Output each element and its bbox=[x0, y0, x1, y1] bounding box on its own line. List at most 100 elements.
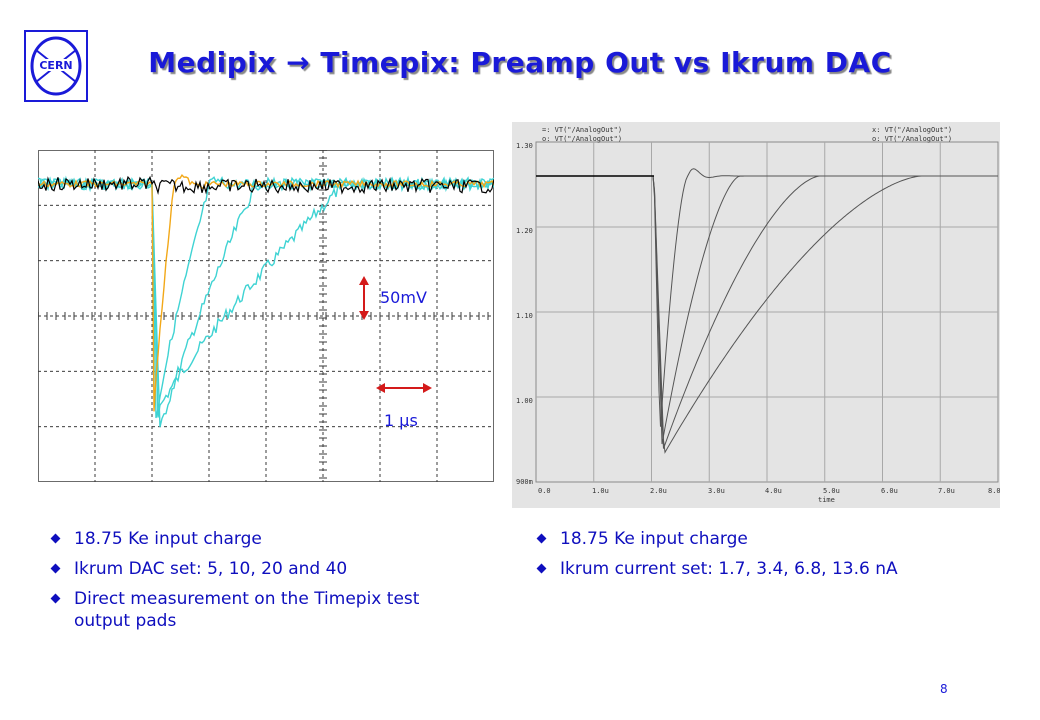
scope-grid-dash bbox=[379, 156, 381, 159]
scope-grid-dash bbox=[94, 456, 96, 459]
scope-grid-dash bbox=[236, 204, 239, 206]
scope-grid-dash bbox=[314, 315, 317, 317]
scope-grid-dash bbox=[368, 426, 371, 428]
scope-grid-dash bbox=[322, 336, 324, 339]
scope-grid-dash bbox=[379, 294, 381, 297]
scope-grid-dash bbox=[68, 260, 71, 262]
scope-grid-dash bbox=[436, 294, 438, 297]
scope-grid-dash bbox=[488, 260, 491, 262]
scope-grid-dash bbox=[151, 276, 153, 279]
scope-grid-dash bbox=[470, 204, 473, 206]
diamond-bullet-icon bbox=[536, 533, 547, 544]
scope-grid-dash bbox=[284, 315, 287, 317]
scope-grid-dash bbox=[379, 450, 381, 453]
scope-grid-dash bbox=[208, 150, 210, 153]
scope-grid-dash bbox=[94, 474, 96, 477]
scope-grid-dash bbox=[379, 240, 381, 243]
bullet-item: 18.75 Ke input charge bbox=[38, 528, 478, 550]
scope-grid-dash bbox=[94, 294, 96, 297]
scope-grid-dash bbox=[140, 260, 143, 262]
scope-grid-dash bbox=[152, 204, 155, 206]
scope-grid-dash bbox=[98, 426, 101, 428]
scope-grid-dash bbox=[151, 396, 153, 399]
scope-grid-dash bbox=[208, 270, 210, 273]
scope-grid-dash bbox=[200, 370, 203, 372]
scope-grid-dash bbox=[242, 260, 245, 262]
scope-grid-dash bbox=[224, 204, 227, 206]
scope-grid-dash bbox=[379, 234, 381, 237]
scope-grid-dash bbox=[194, 204, 197, 206]
scope-grid-dash bbox=[208, 468, 210, 471]
scope-grid-dash bbox=[416, 315, 419, 317]
scope-grid-dash bbox=[92, 370, 95, 372]
scope-grid-dash bbox=[158, 315, 161, 317]
scope-grid-dash bbox=[151, 348, 153, 351]
scope-grid-dash bbox=[379, 192, 381, 195]
scope-grid-dash bbox=[152, 426, 155, 428]
scope-grid-dash bbox=[436, 258, 438, 261]
scope-grid-dash bbox=[436, 444, 438, 447]
sim-x-tick: 7.0u bbox=[938, 487, 955, 495]
scope-grid-dash bbox=[436, 378, 438, 381]
scope-grid-dash bbox=[265, 294, 267, 297]
scope-grid-dash bbox=[208, 444, 210, 447]
scope-grid-dash bbox=[208, 378, 210, 381]
scope-grid-dash bbox=[322, 192, 324, 195]
scope-grid-dash bbox=[265, 396, 267, 399]
scope-grid-dash bbox=[151, 438, 153, 441]
scope-grid-dash bbox=[50, 204, 53, 206]
scope-grid-dash bbox=[308, 204, 311, 206]
scope-grid-dash bbox=[94, 378, 96, 381]
scope-grid-dash bbox=[320, 370, 323, 372]
scope-grid-dash bbox=[322, 354, 324, 357]
scope-grid-dash bbox=[116, 426, 119, 428]
scope-grid-dash bbox=[116, 260, 119, 262]
scope-grid-dash bbox=[265, 468, 267, 471]
scope-grid-dash bbox=[182, 260, 185, 262]
scope-grid-dash bbox=[379, 168, 381, 171]
scope-grid-dash bbox=[392, 204, 395, 206]
scope-grid-dash bbox=[212, 315, 215, 317]
scope-grid-dash bbox=[470, 370, 473, 372]
scope-grid-dash bbox=[266, 204, 269, 206]
scope-grid-dash bbox=[410, 315, 413, 317]
scope-grid-dash bbox=[379, 228, 381, 231]
scope-grid-dash bbox=[151, 366, 153, 369]
scope-grid-dash bbox=[128, 204, 131, 206]
scope-grid-dash bbox=[404, 315, 407, 317]
scope-grid-dash bbox=[98, 370, 101, 372]
scope-grid-dash bbox=[94, 270, 96, 273]
scope-grid-dash bbox=[208, 258, 210, 261]
sim-y-tick: 1.20 bbox=[516, 227, 533, 235]
scope-grid-dash bbox=[208, 276, 210, 279]
sim-x-tick: 8.0 bbox=[988, 487, 1000, 495]
scope-grid-dash bbox=[208, 162, 210, 165]
scope-grid-dash bbox=[208, 414, 210, 417]
scope-grid-dash bbox=[158, 370, 161, 372]
scope-grid-dash bbox=[379, 306, 381, 309]
scope-grid-dash bbox=[392, 260, 395, 262]
scope-grid-dash bbox=[260, 426, 263, 428]
scope-grid-dash bbox=[322, 414, 324, 417]
scope-grid-dash bbox=[164, 315, 167, 317]
scope-grid-dash bbox=[265, 288, 267, 291]
scope-grid-dash bbox=[86, 426, 89, 428]
scope-grid-dash bbox=[344, 204, 347, 206]
scope-grid-dash bbox=[208, 282, 210, 285]
scope-grid-dash bbox=[254, 204, 257, 206]
scope-grid-dash bbox=[436, 324, 438, 327]
scope-grid-dash bbox=[320, 426, 323, 428]
scope-grid-dash bbox=[208, 198, 210, 201]
scope-grid-dash bbox=[436, 468, 438, 471]
scope-grid-dash bbox=[248, 315, 251, 317]
scope-grid-dash bbox=[151, 390, 153, 393]
scope-grid-dash bbox=[296, 204, 299, 206]
scope-grid-dash bbox=[290, 260, 293, 262]
scope-grid-dash bbox=[208, 456, 210, 459]
scope-grid-dash bbox=[208, 168, 210, 171]
scope-grid-dash bbox=[362, 370, 365, 372]
scope-grid-dash bbox=[464, 370, 467, 372]
sim-legend-entry: o: VT("/AnalogOut") bbox=[872, 135, 952, 143]
scope-grid-dash bbox=[344, 260, 347, 262]
scope-grid-dash bbox=[104, 204, 107, 206]
